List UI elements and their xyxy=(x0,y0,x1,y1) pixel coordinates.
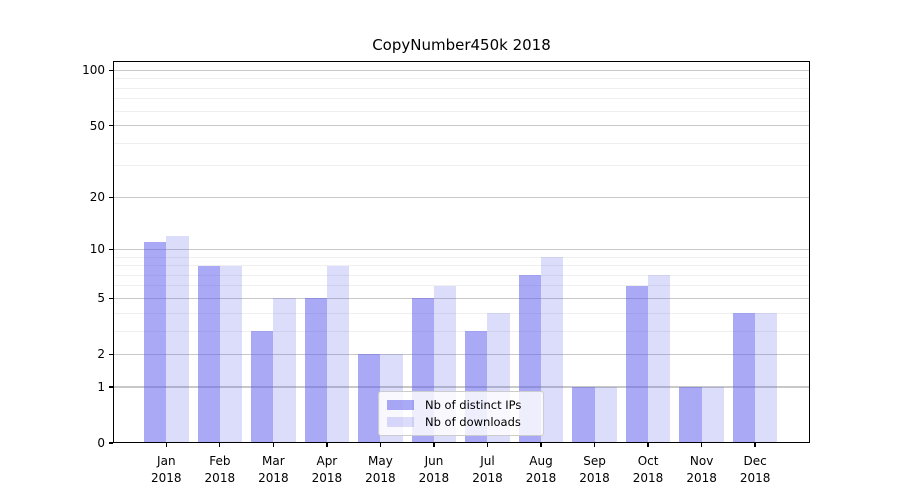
legend-row-distinct-ips: Nb of distinct IPs xyxy=(387,398,535,412)
x-tick-label: Nov 2018 xyxy=(686,454,717,485)
x-tickmark xyxy=(219,443,221,447)
y-tick-label: 1 xyxy=(97,380,105,395)
y-tickmark xyxy=(109,248,113,251)
legend-label-downloads: Nb of downloads xyxy=(425,415,521,429)
y-tick-label: 5 xyxy=(97,291,105,306)
y-tick-label: 50 xyxy=(89,118,105,133)
y-tickmark xyxy=(109,297,113,299)
x-tickmark xyxy=(326,443,328,447)
x-tick-label: Feb 2018 xyxy=(204,454,236,485)
y-tickmark xyxy=(109,353,113,355)
x-tickmark xyxy=(754,443,756,447)
y-tick-label: 0 xyxy=(97,436,105,450)
x-tickmark xyxy=(379,443,382,447)
x-tickmark xyxy=(433,443,435,447)
x-tick-label: Apr 2018 xyxy=(311,454,343,485)
x-tick-label: Dec 2018 xyxy=(739,454,771,485)
x-tick-label: Sep 2018 xyxy=(579,454,610,485)
y-tick-label: 100 xyxy=(82,63,105,78)
x-tickmark xyxy=(272,443,274,447)
y-tick-label: 2 xyxy=(97,347,105,362)
y-tickmark xyxy=(109,124,113,127)
legend-swatch-downloads-icon xyxy=(387,417,414,427)
x-tick-label: Jun 2018 xyxy=(418,454,450,485)
x-tickmark xyxy=(700,443,703,447)
x-tick-label: Oct 2018 xyxy=(632,454,664,485)
x-tick-label: Jan 2018 xyxy=(151,454,182,485)
x-tickmark xyxy=(647,443,649,447)
x-tickmark xyxy=(540,443,542,447)
x-tickmark xyxy=(165,443,167,447)
x-tick-label: Aug 2018 xyxy=(525,454,557,485)
legend-label-distinct-ips: Nb of distinct IPs xyxy=(425,398,522,412)
x-tickmark xyxy=(593,443,596,447)
x-tick-label: Mar 2018 xyxy=(258,454,289,485)
x-tickmark xyxy=(486,443,489,447)
y-tickmark xyxy=(109,386,113,388)
chart-title: CopyNumber450k 2018 xyxy=(372,36,551,54)
y-tickmark xyxy=(109,442,113,444)
x-tick-label: Jul 2018 xyxy=(472,454,503,485)
y-tick-label: 20 xyxy=(89,190,105,205)
y-tickmark xyxy=(109,196,113,198)
legend-row-downloads: Nb of downloads xyxy=(387,415,535,429)
legend-swatch-distinct-ips-icon xyxy=(387,400,414,410)
x-tick-label: May 2018 xyxy=(365,454,396,485)
legend: Nb of distinct IPs Nb of downloads xyxy=(378,391,544,436)
y-tickmark xyxy=(109,69,113,72)
y-tick-label: 10 xyxy=(89,242,105,257)
